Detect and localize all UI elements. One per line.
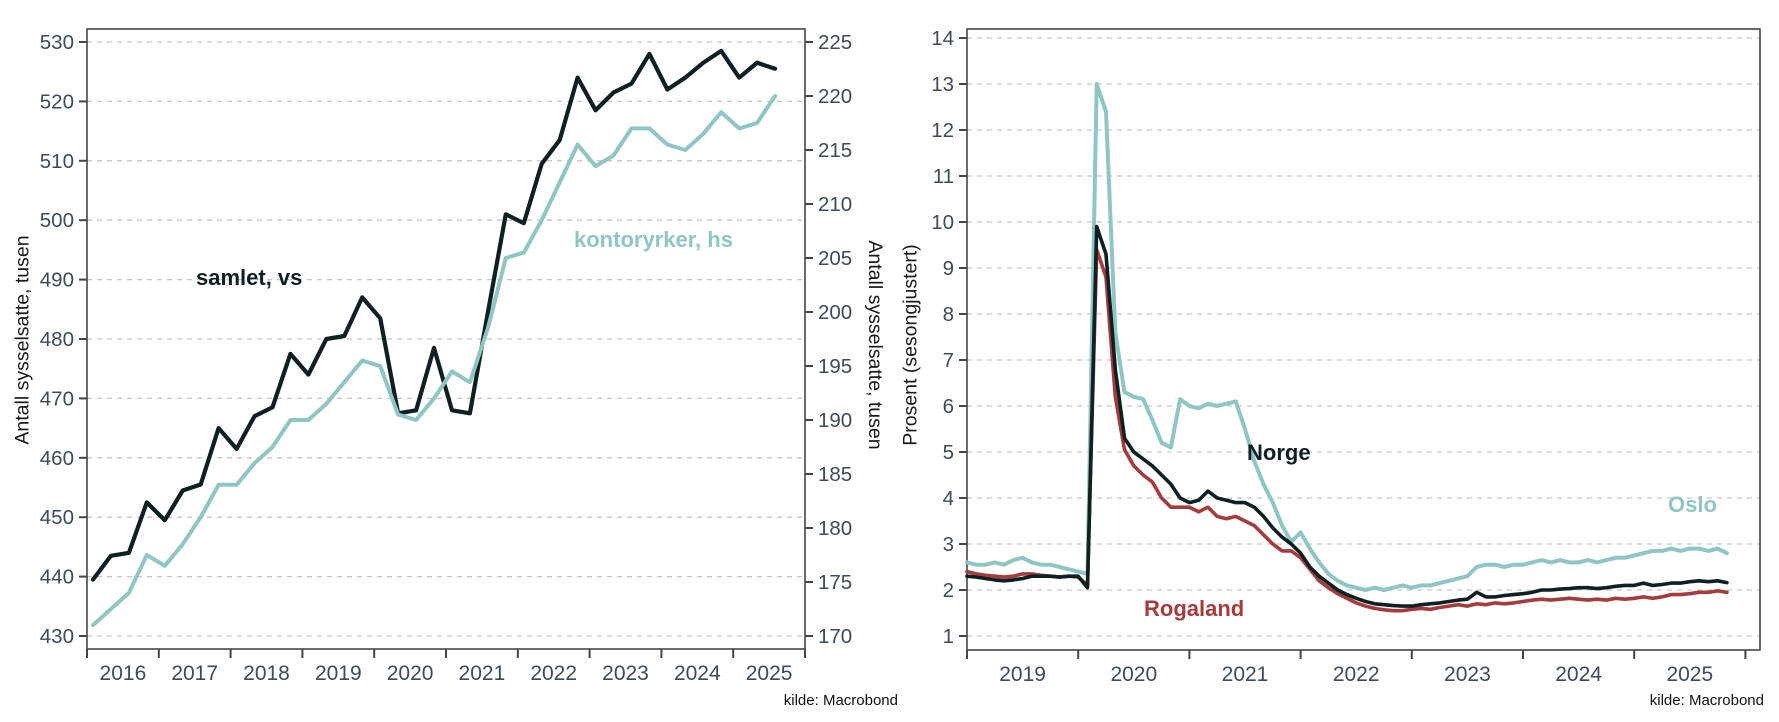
right-y-axis-tick-label: 210 — [818, 193, 852, 216]
y-axis-tick-label: 6 — [943, 395, 954, 418]
y-axis-tick-label: 450 — [40, 506, 74, 529]
right-y-axis-tick-label: 180 — [818, 517, 852, 540]
series-label-norge: Norge — [1247, 440, 1311, 465]
y-axis-tick-label: 520 — [40, 90, 74, 113]
x-axis-year-label: 2021 — [1222, 663, 1269, 686]
right-y-axis-tick-label: 215 — [818, 139, 852, 162]
y-axis-tick-label: 8 — [943, 303, 954, 326]
x-axis-year-label: 2025 — [746, 662, 793, 685]
x-axis-year-label: 2019 — [999, 663, 1046, 686]
y-axis-tick-label: 440 — [40, 566, 74, 589]
right-y-axis-tick-label: 170 — [818, 625, 852, 648]
x-axis-year-label: 2019 — [315, 662, 362, 685]
y-axis-tick-label: 10 — [931, 211, 954, 234]
series-line-kontoryrker — [91, 94, 778, 628]
x-axis-year-label: 2022 — [530, 662, 577, 685]
y-axis-tick-label: 12 — [931, 119, 954, 142]
right-chart-plot-border — [966, 28, 1761, 651]
x-axis-year-label: 2018 — [243, 662, 290, 685]
left-chart-right-axis-title: Antall sysselsatte, tusen — [863, 240, 886, 450]
x-axis-year-label: 2020 — [1110, 663, 1157, 686]
x-axis-year-label: 2016 — [100, 662, 147, 685]
x-axis-year-label: 2023 — [602, 662, 649, 685]
y-axis-tick-label: 14 — [931, 27, 954, 50]
series-line-norge — [965, 224, 1729, 608]
series-label-oslo: Oslo — [1668, 492, 1717, 517]
y-axis-tick-label: 500 — [40, 209, 74, 232]
right-y-axis-tick-label: 195 — [818, 355, 852, 378]
y-axis-tick-label: 9 — [943, 257, 954, 280]
right-y-axis-tick-label: 220 — [818, 85, 852, 108]
y-axis-tick-label: 4 — [943, 487, 954, 510]
x-axis-year-label: 2021 — [459, 662, 506, 685]
y-axis-tick-label: 7 — [943, 349, 954, 372]
series-line-oslo — [965, 82, 1729, 592]
y-axis-tick-label: 13 — [931, 73, 954, 96]
series-label-kontoryrker: kontoryrker, hs — [574, 227, 733, 252]
x-axis-year-label: 2022 — [1333, 663, 1380, 686]
y-axis-tick-label: 2 — [943, 579, 954, 602]
y-axis-tick-label: 470 — [40, 387, 74, 410]
right-y-axis-tick-label: 190 — [818, 409, 852, 432]
x-axis-year-label: 2024 — [674, 662, 721, 685]
source-note-right-chart: kilde: Macrobond — [1649, 692, 1764, 709]
x-axis-year-label: 2023 — [1444, 663, 1491, 686]
y-axis-tick-label: 460 — [40, 447, 74, 470]
y-axis-tick-label: 11 — [933, 165, 954, 188]
y-axis-tick-label: 530 — [40, 31, 74, 54]
series-label-rogaland: Rogaland — [1144, 596, 1245, 621]
left-chart-left-axis-title: Antall sysselsatte, tusen — [11, 235, 34, 445]
y-axis-tick-label: 1 — [943, 625, 954, 648]
x-axis-year-label: 2025 — [1666, 663, 1713, 686]
right-y-axis-tick-label: 225 — [818, 31, 852, 54]
y-axis-tick-label: 490 — [40, 269, 74, 292]
source-note-left-chart: kilde: Macrobond — [783, 692, 898, 709]
series-line-samlet — [90, 48, 778, 582]
x-axis-year-label: 2020 — [387, 662, 434, 685]
right-chart-left-axis-title: Prosent (sesongjustert) — [899, 244, 922, 446]
x-axis-year-label: 2017 — [171, 662, 218, 685]
y-axis-tick-label: 510 — [40, 150, 74, 173]
right-y-axis-tick-label: 175 — [818, 571, 852, 594]
y-axis-tick-label: 3 — [943, 533, 954, 556]
y-axis-tick-label: 480 — [40, 328, 74, 351]
y-axis-tick-label: 430 — [40, 625, 74, 648]
x-axis-year-label: 2024 — [1555, 663, 1602, 686]
right-y-axis-tick-label: 185 — [818, 463, 852, 486]
right-y-axis-tick-label: 200 — [818, 301, 852, 324]
series-label-samlet: samlet, vs — [196, 265, 303, 290]
y-axis-tick-label: 5 — [943, 441, 954, 464]
right-y-axis-tick-label: 205 — [818, 247, 852, 270]
